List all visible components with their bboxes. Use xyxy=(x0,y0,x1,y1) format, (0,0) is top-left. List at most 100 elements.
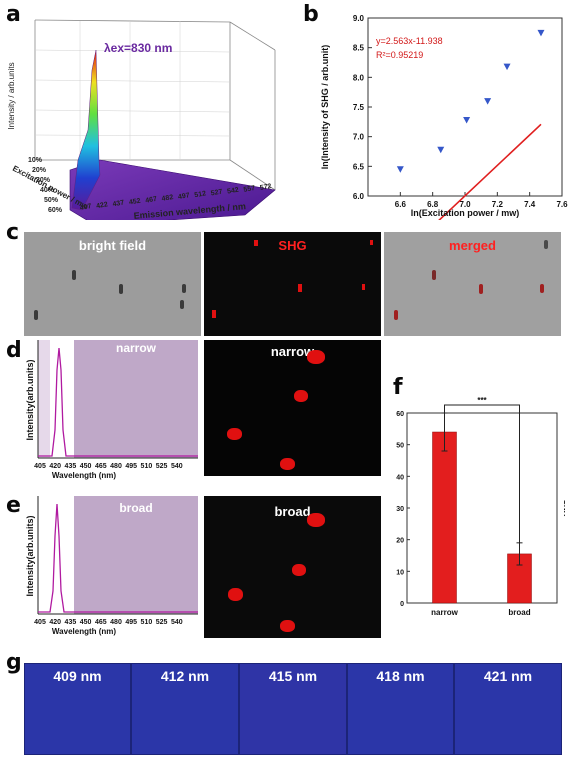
filter-passband xyxy=(38,340,50,458)
panel-label-b: b xyxy=(303,2,319,27)
y-axis-label: ln(Intensity of SHG / arb.unit) xyxy=(320,45,330,170)
panel-label-d: d xyxy=(6,338,22,363)
cell xyxy=(432,270,436,280)
tile-412nm: 412 nm xyxy=(131,663,239,755)
panel-a-x-tick: 422 xyxy=(96,201,109,210)
panel-a-x-tick: 527 xyxy=(210,188,223,197)
cell xyxy=(394,310,398,320)
panel-a-y-tick: 50% xyxy=(44,197,59,204)
spectrum-curve xyxy=(38,347,198,457)
y-tick-label: 7.0 xyxy=(353,133,365,142)
data-point xyxy=(537,29,545,37)
shg-spot xyxy=(280,458,295,470)
3d-grid-lines xyxy=(34,21,231,160)
panel-e-y-label: Intensity(arb.units) xyxy=(25,515,35,596)
panel-label-e: e xyxy=(6,493,21,518)
panel-a-x-tick: 542 xyxy=(227,187,240,196)
data-point xyxy=(437,146,445,154)
x-tick-label: 6.8 xyxy=(427,200,439,209)
micrograph-title-bright-field: bright field xyxy=(78,238,147,253)
shg-spot xyxy=(307,513,325,527)
data-point xyxy=(463,117,471,124)
shg-spot xyxy=(212,310,216,318)
panel-d-x-tick: 435 xyxy=(65,463,77,470)
panel-a-y-tick: 40% xyxy=(40,187,55,194)
panel-d-x-tick: 405 xyxy=(34,463,46,470)
y-tick-label: 7.5 xyxy=(353,103,365,112)
panel-d-x-tick: 540 xyxy=(171,463,183,470)
micrograph-narrow: narrow xyxy=(204,340,381,476)
y-tick-label: 6.0 xyxy=(353,192,365,201)
panel-a-x-tick: 482 xyxy=(161,194,174,203)
panel-d-x-tick: 510 xyxy=(141,463,153,470)
spectrum-curve xyxy=(38,503,198,613)
3d-box-frame xyxy=(34,19,276,191)
panel-e-x-tick: 480 xyxy=(110,619,122,626)
panel-a-annotation: λex=830 nm xyxy=(104,41,172,55)
shg-spot xyxy=(228,588,243,601)
panel-a-3d-plot: λex=830 nm Intensity / arb.units Excitat… xyxy=(7,19,276,220)
micrograph-merged: merged xyxy=(384,232,561,336)
cell xyxy=(180,300,184,309)
fit-line xyxy=(438,123,542,220)
cell xyxy=(119,284,123,294)
y-tick-label: 30 xyxy=(396,506,404,513)
fit-r-squared: R²=0.95219 xyxy=(376,50,423,60)
panel-d-x-tick: 495 xyxy=(125,463,137,470)
y-tick-label: 20 xyxy=(396,538,404,545)
cell xyxy=(34,310,38,320)
panel-e-x-tick: 405 xyxy=(34,619,46,626)
significance-bracket xyxy=(444,404,520,543)
panel-a-y-ticks: 10% 20% 30% 40% 50% 60% xyxy=(28,157,63,214)
micrograph-title-broad: broad xyxy=(274,504,311,519)
micrograph-title-shg: SHG xyxy=(278,238,307,253)
shg-spot xyxy=(292,564,306,576)
shg-spot xyxy=(227,428,242,440)
tile-418nm: 418 nm xyxy=(347,663,454,755)
x-axis-label: ln(Excitation power / mw) xyxy=(411,208,520,218)
y-tick-label: 8.0 xyxy=(353,73,365,82)
panel-a-x-tick: 557 xyxy=(243,185,256,194)
panel-a-y-tick: 10% xyxy=(28,157,43,164)
y-tick-label: 9.0 xyxy=(353,14,365,23)
band-label-broad: broad xyxy=(119,501,152,515)
category-label: narrow xyxy=(431,608,458,617)
micrograph-bright-field: bright field xyxy=(24,232,201,336)
panel-a-x-ticks: 407 422 437 452 467 482 497 512 527 542 557 572 xyxy=(79,183,272,212)
panel-a-x-tick: 512 xyxy=(194,190,207,199)
panel-b-scatter-chart: 6.6 6.8 7.0 7.2 7.4 7.6 6.0 6.5 7.0 7.5 8.0 8.5 9.0 y… xyxy=(320,14,568,220)
micrograph-broad: broad xyxy=(204,496,381,638)
panel-a-y-tick: 60% xyxy=(48,207,63,214)
panel-e-spectrum: broad Intensity(arb.units) 405 420 435 450 4… xyxy=(25,496,198,636)
panel-d-x-tick: 480 xyxy=(110,463,122,470)
panel-d-x-ticks: 405 420 435 450 465 480 495 510 525 540 xyxy=(34,463,183,470)
panel-d-y-label: Intensity(arb.units) xyxy=(25,359,35,440)
tile-label: 421 nm xyxy=(483,668,533,684)
panel-e-x-tick: 435 xyxy=(65,619,77,626)
x-tick-label: 6.6 xyxy=(395,200,407,209)
micrograph-title-merged: merged xyxy=(449,238,496,253)
shg-spot xyxy=(254,240,258,246)
plot-frame xyxy=(406,412,558,604)
bar xyxy=(432,431,457,604)
cell xyxy=(182,284,186,293)
data-point xyxy=(396,166,404,173)
shg-spot xyxy=(362,284,365,290)
panel-label-g: g xyxy=(6,650,22,675)
panel-e-x-tick: 525 xyxy=(156,619,168,626)
panel-e-x-tick: 450 xyxy=(80,619,92,626)
3d-surface-peak xyxy=(71,49,101,211)
panel-a-x-tick: 407 xyxy=(79,203,92,212)
y-axis-label: SNR xyxy=(562,500,565,517)
data-point xyxy=(484,98,492,105)
panel-label-c: c xyxy=(6,220,20,245)
3d-surface-floor xyxy=(69,159,276,220)
panel-d-x-tick: 420 xyxy=(49,463,61,470)
cell xyxy=(72,270,76,280)
data-point xyxy=(503,63,511,71)
cell xyxy=(479,284,483,294)
panel-e-x-tick: 495 xyxy=(125,619,137,626)
shg-spot xyxy=(280,620,295,632)
tile-409nm: 409 nm xyxy=(24,663,131,755)
panel-a-y-tick: 30% xyxy=(36,177,51,184)
